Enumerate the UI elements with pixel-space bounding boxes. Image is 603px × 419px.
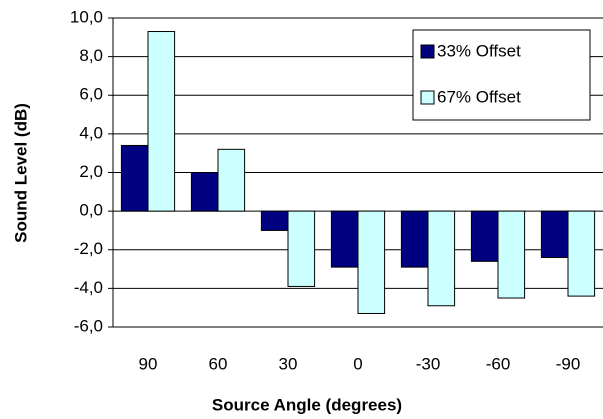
bar — [260, 210, 289, 231]
legend-label: 67% Offset — [437, 87, 521, 106]
legend-swatch — [420, 90, 435, 105]
bar — [400, 210, 429, 268]
bar — [540, 210, 569, 258]
legend-box — [412, 29, 591, 121]
y-tick-label: -4,0 — [74, 278, 103, 297]
bar — [357, 210, 386, 314]
x-tick-label: 90 — [139, 354, 158, 373]
bar — [427, 210, 456, 307]
bar — [567, 210, 596, 297]
bar — [287, 210, 316, 287]
x-tick-label: 30 — [279, 354, 298, 373]
bar — [497, 210, 526, 299]
x-tick-label: -30 — [416, 354, 441, 373]
x-axis-title: Source Angle (degrees) — [212, 395, 402, 414]
legend-label: 33% Offset — [437, 41, 521, 60]
y-tick-label: -2,0 — [74, 239, 103, 258]
y-tick-label: 10,0 — [70, 7, 103, 26]
bar — [190, 172, 219, 212]
bar — [147, 31, 176, 212]
x-tick-label: 60 — [209, 354, 228, 373]
y-tick-label: 2,0 — [79, 162, 103, 181]
bar — [470, 210, 499, 262]
y-tick-label: 0,0 — [79, 201, 103, 220]
x-tick-label: -90 — [556, 354, 581, 373]
y-tick-label: -6,0 — [74, 316, 103, 335]
y-tick-label: 4,0 — [79, 123, 103, 142]
x-tick-label: 0 — [353, 354, 362, 373]
y-tick-label: 8,0 — [79, 46, 103, 65]
y-axis-title: Sound Level (dB) — [11, 103, 30, 243]
y-tick-label: 6,0 — [79, 85, 103, 104]
legend-swatch — [420, 44, 435, 59]
bar — [217, 148, 246, 212]
x-tick-label: -60 — [486, 354, 511, 373]
bar — [330, 210, 359, 268]
bar — [120, 144, 149, 212]
